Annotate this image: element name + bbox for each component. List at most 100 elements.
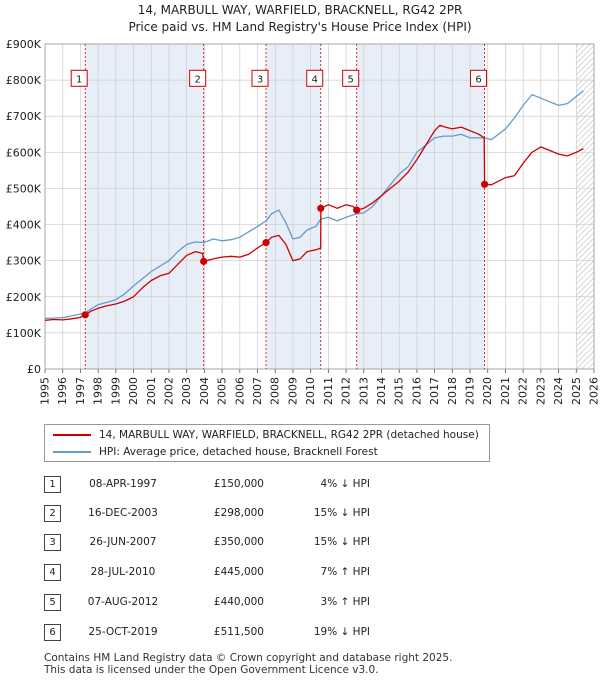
title-line: 14, MARBULL WAY, WARFIELD, BRACKNELL, RG… <box>137 3 463 17</box>
x-tick-label: 2010 <box>304 377 317 405</box>
x-tick-label: 2015 <box>393 377 406 405</box>
legend-item-hpi: HPI: Average price, detached house, Brac… <box>53 444 378 460</box>
x-tick-label: 2018 <box>446 377 459 405</box>
transaction-label: 1 <box>76 74 82 85</box>
transaction-number: 6 <box>44 624 61 641</box>
table-row: 2 16-DEC-2003 £298,000 15% ↓ HPI <box>0 505 600 523</box>
legend-item-price: 14, MARBULL WAY, WARFIELD, BRACKNELL, RG… <box>53 427 479 443</box>
shaded-period <box>85 44 204 369</box>
table-row: 6 25-OCT-2019 £511,500 19% ↓ HPI <box>0 624 600 642</box>
transaction-label-box <box>342 69 360 87</box>
transaction-date: 16-DEC-2003 <box>88 507 158 519</box>
x-tick-label: 2020 <box>481 377 494 405</box>
x-tick-label: 2011 <box>322 377 335 405</box>
transaction-hpi: 19% ↓ HPI <box>313 626 370 638</box>
transaction-hpi: 7% ↑ HPI <box>320 566 370 578</box>
x-tick-label: 2014 <box>375 377 388 405</box>
transaction-date: 28-JUL-2010 <box>90 566 156 578</box>
transaction-date: 08-APR-1997 <box>89 478 157 490</box>
transaction-price: £445,000 <box>213 566 264 578</box>
y-tick-label: £500K <box>6 182 42 195</box>
x-tick-label: 2001 <box>145 377 158 405</box>
transaction-label: 2 <box>194 74 200 85</box>
x-tick-label: 1997 <box>74 377 87 405</box>
transaction-label-box <box>306 69 324 87</box>
y-tick-label: £400K <box>6 219 42 232</box>
x-tick-label: 2025 <box>570 377 583 405</box>
x-tick-label: 2016 <box>410 377 423 405</box>
transaction-number: 4 <box>44 564 61 581</box>
transaction-label: 6 <box>475 74 481 85</box>
chart-title: 14, MARBULL WAY, WARFIELD, BRACKNELL, RG… <box>0 2 600 36</box>
series-line <box>44 90 584 320</box>
y-tick-label: £800K <box>6 74 42 87</box>
x-tick-label: 1999 <box>109 377 122 405</box>
transaction-number: 3 <box>44 534 61 551</box>
x-tick-label: 2019 <box>464 377 477 405</box>
transaction-price: £511,500 <box>213 626 264 638</box>
transaction-hpi: 15% ↓ HPI <box>313 507 370 519</box>
transaction-point <box>200 257 208 265</box>
y-tick-label: £900K <box>6 38 42 51</box>
y-tick-label: £600K <box>6 146 42 159</box>
table-row: 5 07-AUG-2012 £440,000 3% ↑ HPI <box>0 594 600 612</box>
shaded-period <box>266 44 321 369</box>
transaction-label-box <box>189 69 207 87</box>
x-tick-label: 1995 <box>39 377 52 405</box>
y-tick-label: £0 <box>27 363 41 376</box>
transaction-hpi: 3% ↑ HPI <box>320 596 370 608</box>
legend-swatch-hpi <box>53 451 91 453</box>
y-tick-label: £100K <box>6 327 42 340</box>
x-tick-label: 2006 <box>233 377 246 405</box>
footer-line-1: Contains HM Land Registry data © Crown c… <box>44 652 453 664</box>
transaction-date: 07-AUG-2012 <box>87 596 159 608</box>
transaction-price: £440,000 <box>213 596 264 608</box>
x-tick-label: 1996 <box>56 377 69 405</box>
x-tick-label: 2017 <box>428 377 441 405</box>
x-tick-label: 2009 <box>286 377 299 405</box>
transaction-point <box>317 204 325 212</box>
transaction-number: 5 <box>44 594 61 611</box>
transaction-hpi: 4% ↓ HPI <box>320 478 370 490</box>
x-tick-label: 1998 <box>92 377 105 405</box>
transaction-label: 5 <box>348 74 354 85</box>
y-tick-label: £200K <box>6 291 42 304</box>
x-tick-label: 2024 <box>552 377 565 405</box>
legend-swatch-price <box>53 434 91 436</box>
legend: 14, MARBULL WAY, WARFIELD, BRACKNELL, RG… <box>44 424 490 462</box>
transaction-hpi: 15% ↓ HPI <box>313 536 370 548</box>
transaction-date: 25-OCT-2019 <box>88 626 158 638</box>
y-tick-label: £300K <box>6 255 42 268</box>
transaction-label-box <box>251 69 269 87</box>
table-row: 1 08-APR-1997 £150,000 4% ↓ HPI <box>0 476 600 494</box>
x-tick-label: 2023 <box>534 377 547 405</box>
transaction-number: 1 <box>44 476 61 493</box>
transaction-label: 4 <box>312 74 318 85</box>
transaction-price: £350,000 <box>213 536 264 548</box>
shaded-period <box>356 44 485 369</box>
transaction-point <box>81 311 89 319</box>
x-tick-label: 2003 <box>180 377 193 405</box>
transaction-point <box>353 206 361 214</box>
x-tick-label: 2004 <box>198 377 211 405</box>
legend-label-hpi: HPI: Average price, detached house, Brac… <box>99 446 378 458</box>
transaction-label: 3 <box>257 74 263 85</box>
y-tick-label: £700K <box>6 110 42 123</box>
footer: Contains HM Land Registry data © Crown c… <box>44 652 452 676</box>
x-tick-label: 2002 <box>162 377 175 405</box>
forecast-hatch <box>576 44 594 369</box>
plot-border <box>44 43 595 370</box>
legend-label-price: 14, MARBULL WAY, WARFIELD, BRACKNELL, RG… <box>99 429 479 441</box>
x-tick-label: 2012 <box>340 377 353 405</box>
x-tick-label: 2026 <box>588 377 600 405</box>
table-row: 4 28-JUL-2010 £445,000 7% ↑ HPI <box>0 564 600 582</box>
transaction-point <box>480 180 489 188</box>
x-tick-label: 2021 <box>499 377 512 405</box>
x-tick-label: 2008 <box>269 377 282 405</box>
transaction-price: £150,000 <box>213 478 264 490</box>
transaction-label-box <box>70 69 88 87</box>
transaction-label-box <box>470 69 488 87</box>
price-chart: £0 £100K £200K £300K £400K £500K £600K £700K £80… <box>6 38 600 405</box>
transaction-number: 2 <box>44 505 61 522</box>
table-row: 3 26-JUN-2007 £350,000 15% ↓ HPI <box>0 534 600 552</box>
